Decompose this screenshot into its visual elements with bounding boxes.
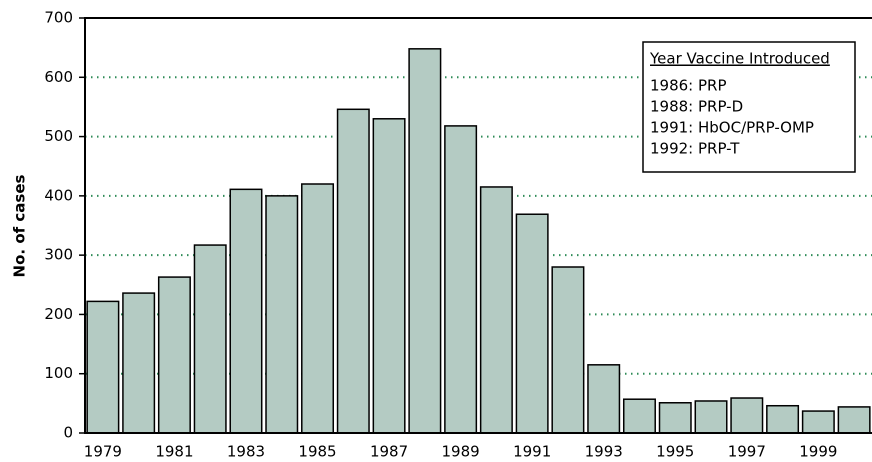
x-tick-label: 1993 — [585, 443, 623, 461]
bar — [479, 186, 513, 434]
legend-item: 1986: PRP — [650, 77, 727, 95]
bar — [444, 125, 478, 434]
x-tick-label: 1985 — [298, 443, 336, 461]
bar — [622, 398, 656, 434]
legend-box — [642, 41, 856, 173]
bar — [694, 400, 728, 434]
bar — [157, 276, 191, 434]
x-tick-label: 1997 — [728, 443, 766, 461]
bar — [193, 244, 227, 434]
x-tick-label: 1983 — [227, 443, 265, 461]
x-tick-label: 1999 — [799, 443, 837, 461]
bar — [301, 183, 335, 434]
axis-frame — [84, 17, 872, 434]
legend-title: Year Vaccine Introduced — [649, 50, 830, 68]
y-tick-label: 700 — [44, 9, 73, 27]
bar — [336, 108, 370, 434]
bar — [551, 266, 585, 434]
bar — [86, 300, 120, 434]
y-tick-label: 200 — [44, 305, 73, 323]
bar — [515, 213, 549, 434]
y-tick-label: 100 — [44, 364, 73, 382]
bar — [408, 48, 442, 434]
y-tick-label: 600 — [44, 68, 73, 86]
bar — [801, 410, 835, 434]
bar — [265, 195, 299, 434]
bar — [766, 404, 800, 434]
x-tick-label: 1981 — [155, 443, 193, 461]
x-tick-label: 1979 — [84, 443, 122, 461]
legend-item: 1992: PRP-T — [650, 140, 740, 158]
bar — [122, 292, 156, 434]
y-tick-label: 0 — [63, 424, 73, 442]
bar — [658, 402, 692, 434]
y-axis-label: No. of cases — [11, 174, 29, 277]
x-tick-label: 1991 — [513, 443, 551, 461]
x-tick-label: 1989 — [442, 443, 480, 461]
x-tick-label: 1995 — [656, 443, 694, 461]
y-tick-label: 400 — [44, 186, 73, 204]
bar — [587, 364, 621, 434]
bar — [730, 397, 764, 434]
bar — [372, 118, 406, 434]
y-tick-label: 500 — [44, 127, 73, 145]
legend-item: 1991: HbOC/PRP-OMP — [650, 119, 814, 137]
y-tick-label: 300 — [44, 246, 73, 264]
x-tick-label: 1987 — [370, 443, 408, 461]
legend-item: 1988: PRP-D — [650, 98, 743, 116]
bar — [229, 188, 263, 434]
bar — [837, 406, 871, 434]
